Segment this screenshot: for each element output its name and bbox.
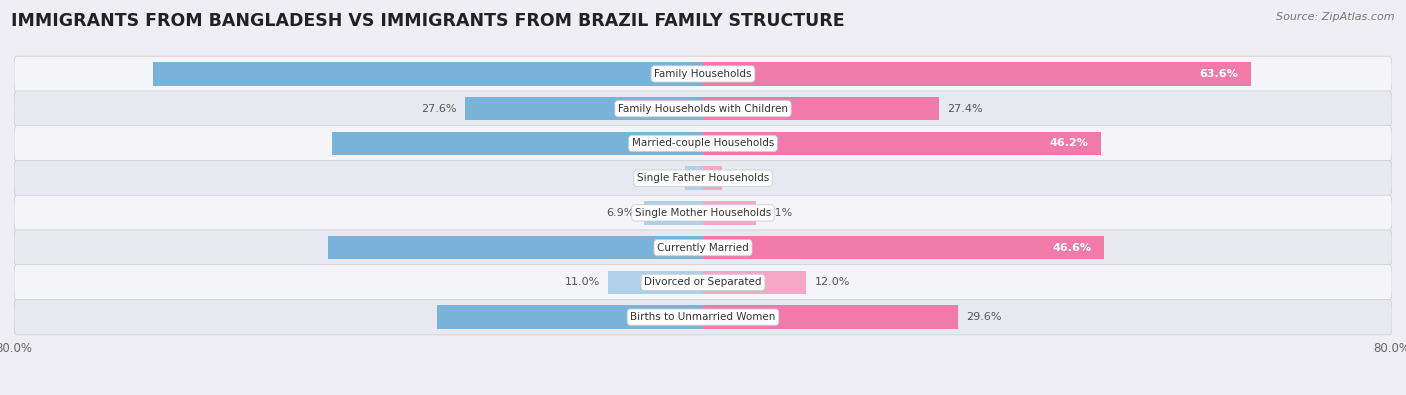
Text: Family Households with Children: Family Households with Children <box>619 103 787 114</box>
Bar <box>609 271 703 294</box>
FancyBboxPatch shape <box>14 91 1392 126</box>
FancyBboxPatch shape <box>14 299 1392 335</box>
Text: 27.6%: 27.6% <box>422 103 457 114</box>
Bar <box>332 132 703 155</box>
Bar <box>465 97 703 120</box>
Bar <box>703 62 1251 86</box>
FancyBboxPatch shape <box>14 126 1392 161</box>
Bar <box>703 166 721 190</box>
Text: Single Father Households: Single Father Households <box>637 173 769 183</box>
Text: 12.0%: 12.0% <box>815 277 851 288</box>
Text: 27.4%: 27.4% <box>948 103 983 114</box>
Text: Currently Married: Currently Married <box>657 243 749 253</box>
Text: IMMIGRANTS FROM BANGLADESH VS IMMIGRANTS FROM BRAZIL FAMILY STRUCTURE: IMMIGRANTS FROM BANGLADESH VS IMMIGRANTS… <box>11 12 845 30</box>
Text: 43.6%: 43.6% <box>690 243 728 253</box>
Bar <box>153 62 703 86</box>
Text: 43.1%: 43.1% <box>690 138 728 149</box>
Text: 2.2%: 2.2% <box>731 173 759 183</box>
Text: 29.6%: 29.6% <box>966 312 1002 322</box>
Text: 11.0%: 11.0% <box>564 277 599 288</box>
Text: 30.9%: 30.9% <box>690 312 728 322</box>
Bar <box>703 201 755 225</box>
Bar <box>703 305 957 329</box>
Text: Single Mother Households: Single Mother Households <box>636 208 770 218</box>
Text: 63.6%: 63.6% <box>1199 69 1237 79</box>
Text: Divorced or Separated: Divorced or Separated <box>644 277 762 288</box>
FancyBboxPatch shape <box>14 230 1392 265</box>
Bar <box>437 305 703 329</box>
Text: Family Households: Family Households <box>654 69 752 79</box>
FancyBboxPatch shape <box>14 56 1392 92</box>
Text: 46.6%: 46.6% <box>1052 243 1091 253</box>
Text: 6.9%: 6.9% <box>606 208 636 218</box>
Bar <box>644 201 703 225</box>
FancyBboxPatch shape <box>14 265 1392 300</box>
Text: 6.1%: 6.1% <box>763 208 793 218</box>
FancyBboxPatch shape <box>14 160 1392 196</box>
Text: 2.1%: 2.1% <box>648 173 676 183</box>
Bar <box>703 132 1101 155</box>
Bar <box>703 271 807 294</box>
Text: 63.9%: 63.9% <box>690 69 728 79</box>
Legend: Immigrants from Bangladesh, Immigrants from Brazil: Immigrants from Bangladesh, Immigrants f… <box>517 392 889 395</box>
Text: Source: ZipAtlas.com: Source: ZipAtlas.com <box>1277 12 1395 22</box>
Bar <box>685 166 703 190</box>
Text: Married-couple Households: Married-couple Households <box>631 138 775 149</box>
FancyBboxPatch shape <box>14 195 1392 231</box>
Text: 46.2%: 46.2% <box>1049 138 1088 149</box>
Bar <box>328 236 703 260</box>
Bar <box>703 236 1104 260</box>
Text: Births to Unmarried Women: Births to Unmarried Women <box>630 312 776 322</box>
Bar <box>703 97 939 120</box>
